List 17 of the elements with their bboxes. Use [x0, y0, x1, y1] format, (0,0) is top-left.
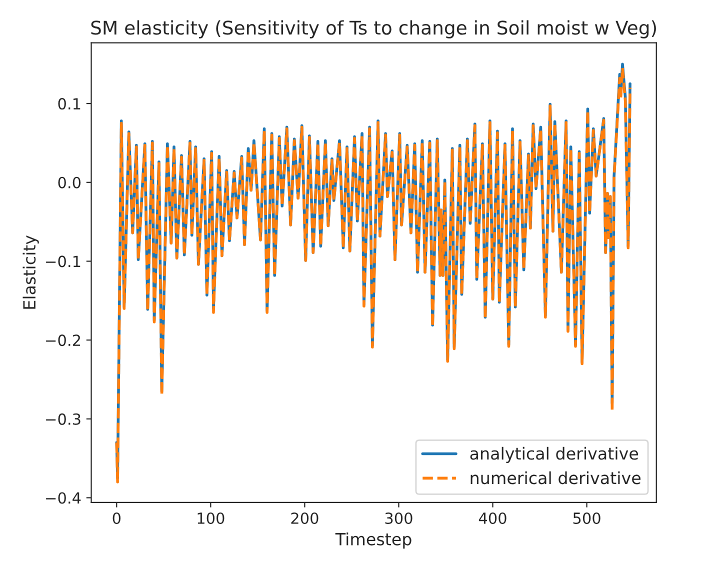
y-tick-label: 0.0 — [58, 176, 81, 188]
x-tick-label: 400 — [478, 512, 506, 524]
y-tick-label: −0.3 — [46, 413, 80, 425]
y-tick-label: −0.4 — [46, 492, 81, 504]
x-tick-label: 300 — [385, 512, 412, 524]
legend-label: numerical derivative — [470, 471, 640, 484]
legend-label: analytical derivative — [470, 446, 638, 464]
x-tick-label: 100 — [198, 512, 224, 524]
y-tick-label: 0.1 — [58, 98, 80, 110]
x-tick-label: 0 — [112, 512, 120, 524]
y-axis-title: Elasticity — [22, 235, 39, 309]
chart-title: SM elasticity (Sensitivity of Ts to change in Soil moist w Veg) — [91, 20, 656, 38]
x-axis-title: Timestep — [335, 532, 412, 549]
x-tick-label: 500 — [573, 512, 600, 524]
x-tick-label: 200 — [291, 512, 318, 524]
y-tick-label: −0.1 — [46, 256, 80, 268]
y-tick-label: −0.2 — [46, 334, 80, 346]
